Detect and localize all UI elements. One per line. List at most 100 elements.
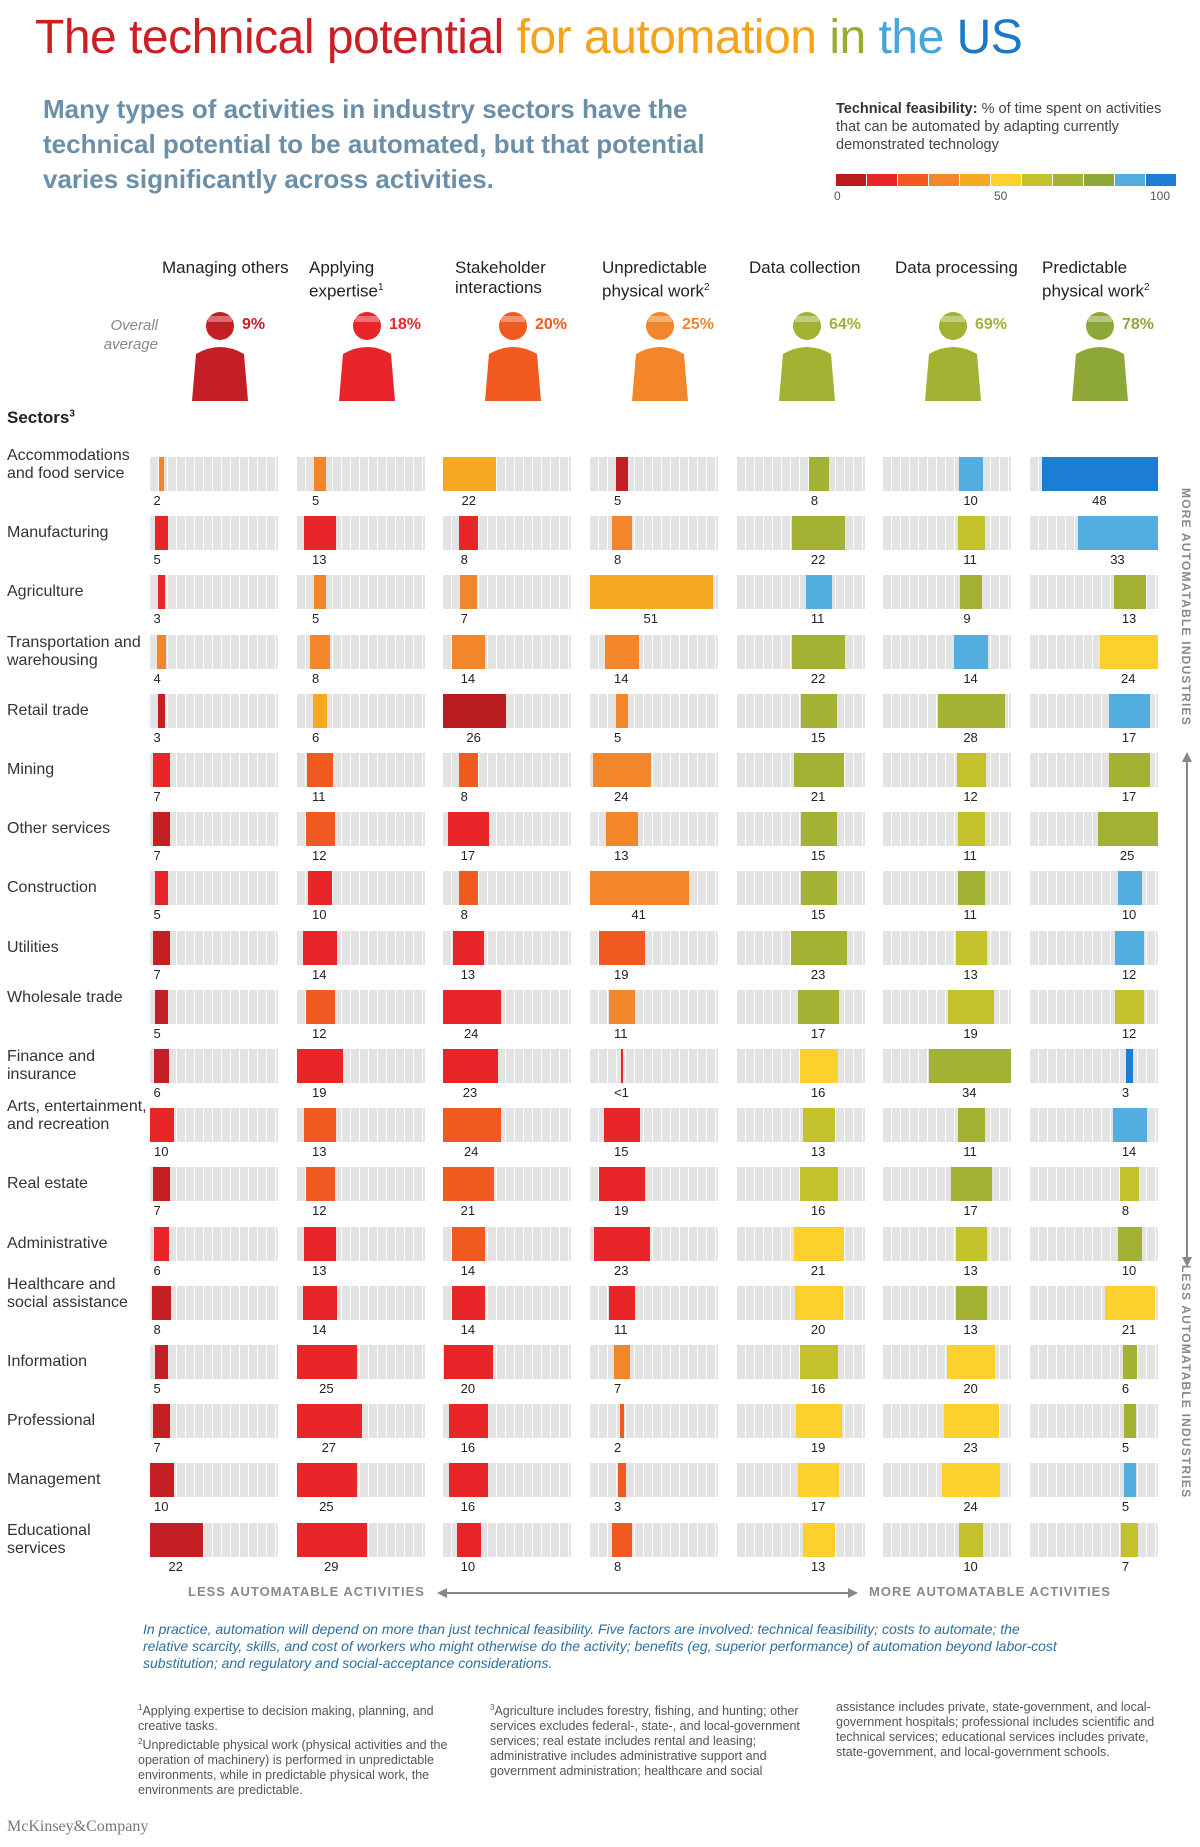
bar-track [443,457,571,491]
bar-value-label: 51 [643,611,658,627]
bar [799,1345,839,1379]
bar-value-label: 6 [312,729,320,745]
bar-track [297,1226,425,1261]
sector-label: Wholesale trade [7,988,123,1006]
bar-track [883,693,1011,728]
bar-track [443,1049,571,1083]
bar-value-label: 17 [1121,789,1137,804]
bar [1109,693,1151,728]
bar [928,1049,1011,1083]
bar-track [1030,1167,1158,1202]
bar-value-label: 3 [153,611,161,627]
footnote-1: Applying expertise to decision making, p… [138,1704,434,1734]
bar-value-label: 8 [810,493,819,508]
bar-track [443,989,571,1024]
bar-value-label: 5 [1121,1440,1130,1456]
bar [312,693,328,728]
legend-swatch [991,174,1021,186]
bar [958,516,985,551]
bar [1115,930,1145,965]
bar-track [297,1167,425,1202]
sector-label: Agriculture [7,583,84,601]
bar-value-label: 14 [312,1321,327,1337]
bar [304,1108,336,1143]
bar [155,871,168,906]
bar-track [443,1522,571,1557]
bar-value-label: 14 [312,966,327,982]
bar-value-label: 5 [153,552,161,568]
bar-track [1030,871,1158,906]
activity-figure-icon [485,312,541,401]
bar [1114,575,1146,610]
legend-description: Technical feasibility: % of time spent o… [836,100,1166,154]
bar-value-label: 22 [810,552,826,568]
bar-track [297,1404,425,1439]
bar [948,989,995,1024]
bar-track [737,871,865,906]
bar-track [883,516,1011,551]
bar-value-label: 23 [462,1085,478,1100]
bar-track [297,1108,425,1143]
bar-value-label: 8 [460,789,468,804]
bar-value-label: 14 [614,670,629,686]
bar-track [737,575,865,610]
footnote-1-2: 1Applying expertise to decision making, … [138,1703,448,1798]
bar [458,753,479,787]
bar-value-label: 15 [810,848,826,864]
bar [593,753,651,787]
bar-value-label: 11 [312,789,326,804]
bar-value-label: 10 [1121,907,1137,923]
bar-track [883,634,1011,669]
title-part-4: US [956,11,1023,64]
legend-swatch [1084,174,1114,186]
axis-label-less: LESS AUTOMATABLE ACTIVITIES [188,1584,425,1599]
title-part-1: for automation [516,11,830,64]
bar-value-label: 13 [614,848,629,864]
bar [156,634,167,669]
bar-track [590,634,718,669]
bar-value-label: 5 [312,611,320,627]
bar-track [737,1167,865,1202]
bar-track [150,1345,278,1379]
sector-label: Arts, entertainment, and recreation [7,1098,147,1134]
bar [443,1049,499,1083]
bar-value-label: 10 [154,1499,169,1515]
bar [594,1226,650,1261]
footnote-2: Unpredictable physical work (physical ac… [138,1738,448,1798]
overall-pct: 69% [975,316,1008,333]
bar [803,1108,835,1143]
subtitle: Many types of activities in industry sec… [43,94,705,194]
footnote-marker: 2 [1144,282,1150,293]
bar [792,516,846,551]
bar [590,575,714,610]
bar-track [297,1345,425,1379]
bar [1100,634,1158,669]
bar-value-label: 10 [963,1558,978,1574]
bar-track [150,1226,278,1261]
bar-track [883,812,1011,847]
bar-track [590,1345,718,1379]
bar [605,634,639,669]
bar-value-label: 3 [153,729,161,745]
bar-value-label: 7 [153,789,161,804]
sector-label: Manufacturing [7,524,109,542]
bar-value-label: 19 [312,1085,327,1100]
bar-track [297,516,425,551]
bar-value-label: 21 [810,789,826,804]
bar [154,1049,169,1083]
column-header: Managing others [162,258,297,278]
bar-value-label: 5 [153,907,161,923]
bar-track [590,693,718,728]
legend-text: % of time spent on activities that can b… [836,101,1162,153]
legend-swatch [1022,174,1052,186]
bar-track [297,1049,425,1083]
bar [599,930,645,965]
activity-figure-icon [339,312,395,401]
bar [615,457,629,491]
bar-value-label: 2 [614,1440,622,1456]
bar-track [297,989,425,1024]
legend-swatch [1115,174,1145,186]
bar [613,1345,631,1379]
side-label-more: MORE AUTOMATABLE INDUSTRIES [1179,488,1193,726]
page-title: The technical potential for automation i… [35,8,1023,68]
